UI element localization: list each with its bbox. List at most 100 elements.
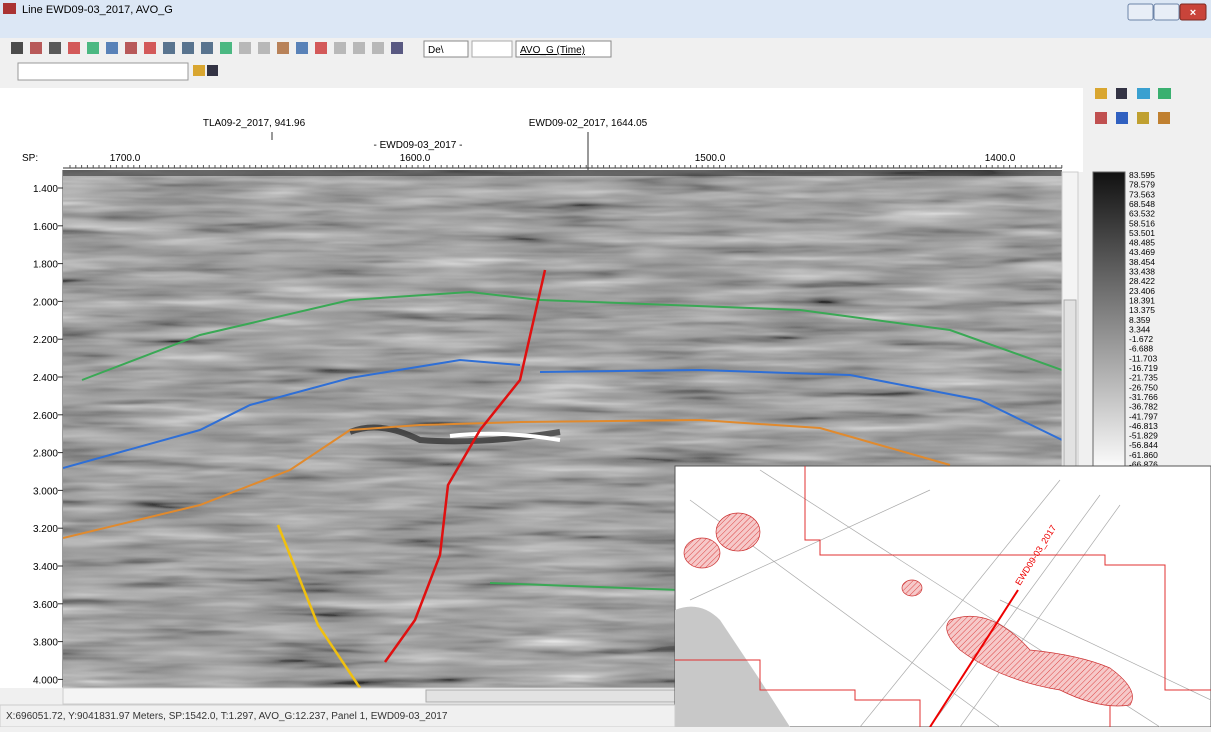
survey-line — [859, 479, 1061, 728]
tool-button[interactable] — [68, 42, 80, 54]
seismic-top — [63, 170, 1062, 176]
field-outline — [901, 579, 923, 597]
colorbar-label: 28.422 — [1129, 276, 1155, 286]
colorbar-label: -11.703 — [1129, 353, 1157, 363]
colorbar-label: 18.391 — [1129, 295, 1155, 305]
tool-button[interactable] — [163, 42, 175, 54]
icon[interactable] — [1095, 112, 1107, 124]
well-label: TLA09-2_2017, 941.96 — [203, 118, 306, 129]
dropdown[interactable] — [17, 62, 189, 81]
colorbar-label: -21.735 — [1129, 373, 1158, 383]
survey-line — [929, 494, 1101, 728]
survey-line — [959, 504, 1121, 728]
fault — [383, 269, 547, 663]
colorbar-label: 68.548 — [1129, 199, 1155, 209]
time-tick-label: 3.600 — [33, 600, 58, 611]
tool-button[interactable] — [239, 42, 251, 54]
block-boundary — [675, 659, 921, 727]
tool-button[interactable] — [49, 42, 61, 54]
field-outline — [715, 512, 761, 552]
combo-box[interactable] — [515, 40, 612, 58]
survey-line — [999, 599, 1211, 701]
icon[interactable] — [1137, 88, 1150, 99]
colorbar-label: 53.501 — [1129, 228, 1155, 238]
survey-line — [689, 489, 931, 601]
open-icon[interactable] — [193, 65, 205, 76]
field-outline — [683, 537, 721, 569]
colorbar-label: 3.344 — [1129, 324, 1151, 334]
icon[interactable] — [1158, 88, 1171, 99]
combo-box[interactable] — [471, 40, 513, 58]
tool-button[interactable] — [30, 42, 42, 54]
time-axis-panel — [0, 172, 63, 688]
tool-button[interactable] — [315, 42, 327, 54]
colorbar-label: -56.844 — [1129, 440, 1158, 450]
tool-button[interactable] — [353, 42, 365, 54]
colorbar-label: 33.438 — [1129, 267, 1155, 277]
sp-tick-label: 1700.0 — [110, 153, 141, 164]
block-boundary — [804, 466, 1211, 691]
combo-text: De\ — [428, 45, 444, 56]
colorbar-label: 43.469 — [1129, 247, 1155, 257]
horizon — [63, 358, 521, 469]
icon[interactable] — [1095, 88, 1107, 99]
tool-button[interactable] — [220, 42, 232, 54]
colorbar-label: -26.750 — [1129, 382, 1158, 392]
horizon — [489, 582, 681, 591]
tool-button[interactable] — [258, 42, 270, 54]
time-tick-label: 1.600 — [33, 222, 58, 233]
colorbar-label: -16.719 — [1129, 363, 1158, 373]
tool-button[interactable] — [201, 42, 213, 54]
colorbar-label: 23.406 — [1129, 286, 1155, 296]
sp-label: SP: — [22, 153, 38, 164]
scroll-thumb[interactable] — [425, 689, 677, 703]
field-outline — [946, 616, 1133, 707]
sea — [675, 606, 790, 727]
icon[interactable] — [1137, 112, 1149, 124]
colorbar-label: -51.829 — [1129, 431, 1158, 441]
title-bg — [0, 0, 1211, 38]
map-inset: EWD09-03_2017 — [674, 465, 1211, 728]
sp-tick-label: 1400.0 — [985, 153, 1016, 164]
colorbar-label: -61.860 — [1129, 450, 1158, 460]
header-panel — [0, 88, 1083, 172]
maximize-button[interactable] — [1153, 3, 1180, 21]
sp-tick-label: 1600.0 — [400, 153, 431, 164]
tool-button[interactable] — [296, 42, 308, 54]
combo-box[interactable] — [423, 40, 469, 58]
tool-button[interactable] — [106, 42, 118, 54]
fault — [276, 524, 362, 688]
icon[interactable] — [1116, 112, 1128, 124]
colorbar-label: 63.532 — [1129, 209, 1155, 219]
window-title: Line EWD09-03_2017, AVO_G — [22, 4, 173, 16]
time-tick-label: 3.400 — [33, 562, 58, 573]
colorbar-label: 38.454 — [1129, 257, 1155, 267]
colorbar-label: 8.359 — [1129, 315, 1151, 325]
icon[interactable] — [1158, 112, 1170, 124]
tool-button[interactable] — [372, 42, 384, 54]
tool-button[interactable] — [87, 42, 99, 54]
colorbar-label: -36.782 — [1129, 402, 1158, 412]
horizon — [81, 290, 1062, 381]
tool-button[interactable] — [125, 42, 137, 54]
tool-button[interactable] — [11, 42, 23, 54]
colorbar-label: -41.797 — [1129, 411, 1158, 421]
minimize-button[interactable] — [1127, 3, 1154, 21]
colorbar-label: -31.766 — [1129, 392, 1158, 402]
tool-button[interactable] — [334, 42, 346, 54]
time-tick-label: 3.800 — [33, 638, 58, 649]
horizon — [63, 418, 951, 539]
tool-button[interactable] — [391, 42, 403, 54]
tool-button[interactable] — [182, 42, 194, 54]
save-icon[interactable] — [207, 65, 218, 76]
horizon — [539, 368, 1062, 441]
colorbar — [1092, 171, 1126, 473]
tool-button[interactable] — [277, 42, 289, 54]
tool-button[interactable] — [144, 42, 156, 54]
close-button[interactable] — [1179, 3, 1207, 21]
colorbar-label: 58.516 — [1129, 218, 1155, 228]
time-tick-label: 3.000 — [33, 486, 58, 497]
icon[interactable] — [1116, 88, 1127, 99]
colorbar-label: -6.688 — [1129, 344, 1153, 354]
time-tick-label: 1.400 — [33, 184, 58, 195]
